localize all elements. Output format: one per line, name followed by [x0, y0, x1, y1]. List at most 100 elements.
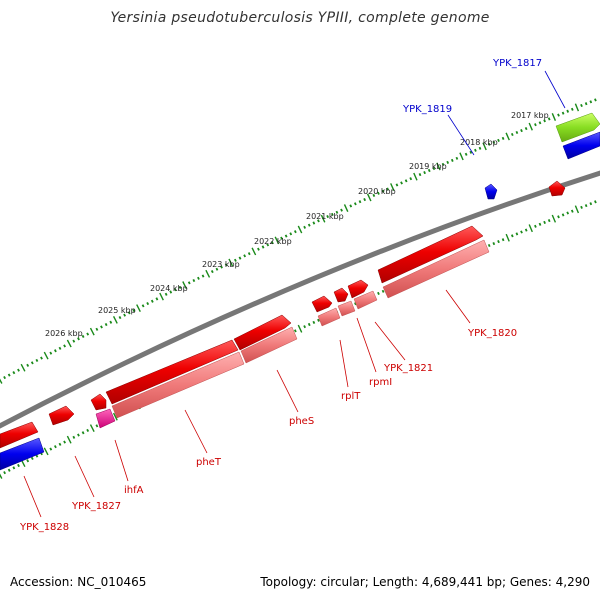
minor-tick	[173, 288, 177, 292]
minor-tick	[450, 158, 454, 162]
minor-tick	[261, 245, 265, 249]
minor-tick	[441, 162, 445, 166]
minor-tick	[317, 318, 320, 322]
major-tick	[436, 162, 441, 171]
gene-rpmi-light-feature[interactable]	[337, 300, 356, 317]
major-tick	[20, 363, 26, 372]
minor-tick	[524, 228, 528, 232]
minor-tick	[478, 146, 482, 150]
minor-tick	[81, 334, 85, 339]
minor-tick	[266, 243, 270, 247]
minor-tick	[501, 136, 505, 140]
gene-ypk1827-feature[interactable]	[48, 405, 75, 426]
gene-rplt-light-feature[interactable]	[317, 307, 341, 327]
major-tick	[297, 324, 303, 333]
gene-ypk1821-light-feature[interactable]	[353, 290, 378, 310]
major-tick	[505, 132, 510, 141]
minor-tick	[284, 234, 288, 238]
gene-ypk1817-feature[interactable]	[555, 112, 600, 143]
gene-label-rpmi[interactable]: rpmI	[369, 377, 392, 388]
minor-tick	[192, 279, 196, 283]
scale-label: 2023 kbp	[202, 260, 240, 269]
minor-tick	[257, 247, 260, 251]
gene-rpmi-feature[interactable]	[333, 287, 349, 303]
minor-tick	[335, 210, 339, 214]
minor-tick	[381, 289, 385, 293]
gene-ypk1821-feature[interactable]	[347, 279, 369, 299]
forward-features	[0, 112, 600, 449]
gene-ypk1817-blue-feature[interactable]	[562, 131, 600, 160]
minor-tick	[123, 313, 126, 317]
minor-tick	[155, 297, 159, 301]
minor-tick	[303, 325, 307, 329]
gene-phes-feature[interactable]	[233, 314, 292, 351]
gene-phes-light-feature[interactable]	[240, 326, 298, 364]
major-tick	[228, 258, 234, 267]
minor-tick	[330, 212, 334, 216]
gene-ypk1820-light-feature[interactable]	[382, 239, 490, 299]
minor-tick	[30, 361, 34, 365]
minor-tick	[409, 177, 413, 181]
gene-label-ypk1828[interactable]: YPK_1828	[19, 522, 69, 533]
minor-tick	[169, 290, 173, 294]
gene-label-ypk1817[interactable]: YPK_1817	[492, 58, 542, 69]
gene-phet-light-feature[interactable]	[111, 351, 245, 419]
map-title: Yersinia pseudotuberculosis YPIII, compl…	[110, 10, 490, 26]
gene-phet-feature[interactable]	[105, 339, 239, 405]
minor-tick	[293, 230, 297, 234]
major-tick	[390, 183, 395, 191]
minor-tick	[584, 204, 588, 208]
minor-tick	[474, 148, 477, 152]
minor-tick	[233, 258, 237, 262]
gene-rplt-feature[interactable]	[311, 295, 333, 313]
gene-label-phes[interactable]: pheS	[289, 416, 314, 427]
minor-tick	[81, 431, 85, 435]
major-tick	[274, 236, 280, 245]
gene-ihfa-light-feature[interactable]	[95, 408, 116, 429]
gene-label-ihfa[interactable]: ihfA	[124, 485, 144, 496]
minor-tick	[72, 339, 76, 343]
gene-ypk1828-feature[interactable]	[0, 421, 39, 449]
minor-tick	[220, 265, 223, 269]
gene-label-ypk1820[interactable]: YPK_1820	[467, 328, 517, 339]
major-tick	[159, 292, 164, 301]
gene-label-ypk1819[interactable]: YPK_1819	[402, 104, 452, 115]
minor-tick	[561, 111, 565, 115]
gene-label-ypk1827[interactable]: YPK_1827	[71, 501, 121, 512]
gene-label-ypk1821[interactable]: YPK_1821	[383, 363, 433, 374]
minor-tick	[464, 152, 468, 156]
gene-ypk1819-feature[interactable]	[484, 183, 498, 200]
gene-ihfa-feature[interactable]	[90, 393, 107, 411]
minor-tick	[146, 301, 150, 306]
major-tick	[136, 304, 141, 313]
minor-tick	[538, 121, 542, 125]
minor-tick	[40, 356, 43, 360]
minor-tick	[354, 302, 357, 306]
gene-label-rplt[interactable]: rplT	[341, 391, 361, 402]
major-tick	[505, 233, 510, 242]
minor-tick	[557, 113, 560, 117]
gene-label-phet[interactable]: pheT	[196, 457, 222, 468]
gene-ypk1820-feature[interactable]	[377, 225, 484, 284]
minor-tick	[423, 171, 426, 175]
genome-summary-text: Topology: circular; Length: 4,689,441 bp…	[260, 575, 590, 589]
minor-tick	[243, 254, 247, 258]
minor-tick	[63, 440, 66, 444]
minor-tick	[104, 323, 108, 327]
minor-tick	[497, 138, 500, 142]
scale-label: 2021 kbp	[306, 212, 344, 221]
minor-tick	[326, 215, 330, 219]
gene-labels: YPK_1817 YPK_1819 YPK_1820 YPK_1821 rpmI…	[19, 58, 542, 533]
minor-tick	[72, 435, 76, 439]
minor-tick	[400, 181, 403, 185]
minor-tick	[210, 269, 214, 274]
major-tick	[112, 412, 118, 421]
minor-tick	[395, 183, 399, 187]
minor-tick	[534, 224, 537, 228]
minor-tick	[557, 215, 560, 219]
minor-tick	[317, 219, 320, 223]
minor-tick	[589, 202, 593, 206]
gene-ypk1828-blue-feature[interactable]	[0, 437, 45, 471]
gene-small-red-feature[interactable]	[548, 180, 566, 197]
minor-tick	[520, 129, 523, 133]
